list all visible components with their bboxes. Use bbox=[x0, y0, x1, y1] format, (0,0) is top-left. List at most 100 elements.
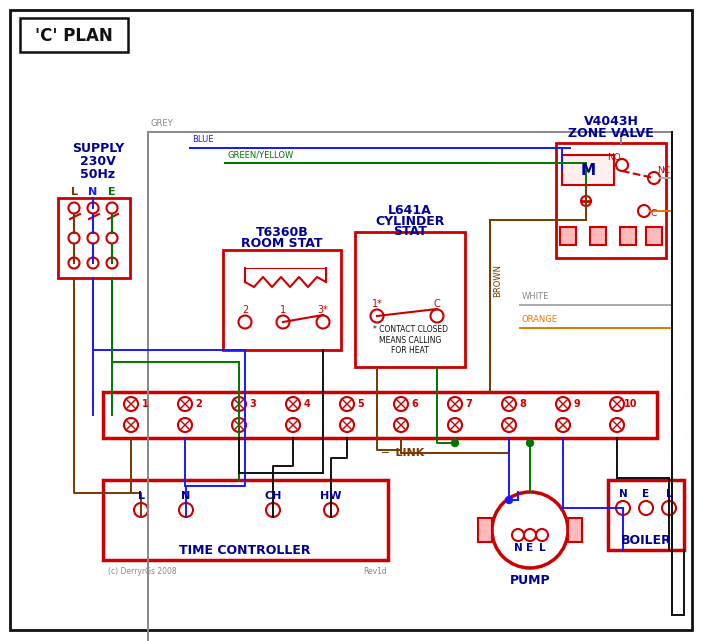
Text: 1*: 1* bbox=[371, 299, 383, 309]
Circle shape bbox=[88, 258, 98, 269]
Circle shape bbox=[124, 418, 138, 432]
Text: C: C bbox=[434, 299, 440, 309]
Circle shape bbox=[124, 397, 138, 411]
FancyBboxPatch shape bbox=[10, 10, 692, 630]
Circle shape bbox=[430, 310, 444, 322]
Text: N: N bbox=[618, 489, 628, 499]
FancyBboxPatch shape bbox=[646, 227, 662, 245]
Circle shape bbox=[610, 397, 624, 411]
Circle shape bbox=[88, 233, 98, 244]
Circle shape bbox=[277, 315, 289, 328]
Circle shape bbox=[179, 503, 193, 517]
Text: PUMP: PUMP bbox=[510, 574, 550, 588]
FancyBboxPatch shape bbox=[478, 518, 492, 542]
FancyBboxPatch shape bbox=[562, 155, 614, 185]
Text: BLUE: BLUE bbox=[192, 135, 213, 144]
Circle shape bbox=[394, 418, 408, 432]
Text: 7: 7 bbox=[465, 399, 472, 409]
Text: L641A: L641A bbox=[388, 203, 432, 217]
Text: GREY: GREY bbox=[150, 119, 173, 128]
Circle shape bbox=[524, 529, 536, 541]
Circle shape bbox=[556, 418, 570, 432]
Circle shape bbox=[107, 233, 117, 244]
Circle shape bbox=[451, 440, 458, 447]
Circle shape bbox=[232, 418, 246, 432]
Circle shape bbox=[69, 233, 79, 244]
Text: ORANGE: ORANGE bbox=[522, 315, 558, 324]
Text: T6360B: T6360B bbox=[256, 226, 308, 238]
Circle shape bbox=[394, 397, 408, 411]
Text: Rev1d: Rev1d bbox=[363, 567, 387, 576]
Circle shape bbox=[317, 315, 329, 328]
Circle shape bbox=[502, 418, 516, 432]
Circle shape bbox=[340, 418, 354, 432]
Text: SUPPLY: SUPPLY bbox=[72, 142, 124, 154]
Circle shape bbox=[371, 310, 383, 322]
Circle shape bbox=[107, 258, 117, 269]
Text: E: E bbox=[526, 543, 534, 553]
Circle shape bbox=[286, 397, 300, 411]
Circle shape bbox=[286, 418, 300, 432]
Circle shape bbox=[638, 205, 650, 217]
Circle shape bbox=[324, 503, 338, 517]
Circle shape bbox=[134, 503, 148, 517]
Circle shape bbox=[239, 315, 251, 328]
Text: 'C' PLAN: 'C' PLAN bbox=[35, 27, 113, 45]
FancyBboxPatch shape bbox=[608, 480, 684, 550]
Text: * CONTACT CLOSED
MEANS CALLING
FOR HEAT: * CONTACT CLOSED MEANS CALLING FOR HEAT bbox=[373, 325, 447, 355]
Circle shape bbox=[536, 529, 548, 541]
Circle shape bbox=[69, 203, 79, 213]
Text: CH: CH bbox=[265, 491, 282, 501]
Text: 9: 9 bbox=[574, 399, 581, 409]
Text: E: E bbox=[108, 187, 116, 197]
Circle shape bbox=[502, 397, 516, 411]
Text: 3: 3 bbox=[250, 399, 256, 409]
Text: N: N bbox=[181, 491, 191, 501]
Text: 10: 10 bbox=[624, 399, 637, 409]
FancyBboxPatch shape bbox=[20, 18, 128, 52]
Circle shape bbox=[526, 440, 534, 447]
Circle shape bbox=[639, 501, 653, 515]
Circle shape bbox=[340, 397, 354, 411]
FancyBboxPatch shape bbox=[223, 250, 341, 350]
FancyBboxPatch shape bbox=[568, 518, 582, 542]
Text: 5: 5 bbox=[357, 399, 364, 409]
Text: L: L bbox=[70, 187, 77, 197]
Text: BROWN: BROWN bbox=[493, 263, 502, 297]
Text: TIME CONTROLLER: TIME CONTROLLER bbox=[179, 544, 311, 556]
Text: 6: 6 bbox=[411, 399, 418, 409]
Text: NC: NC bbox=[658, 165, 670, 174]
Circle shape bbox=[616, 159, 628, 171]
FancyBboxPatch shape bbox=[556, 143, 666, 258]
Text: NO: NO bbox=[607, 153, 621, 162]
Circle shape bbox=[610, 418, 624, 432]
Text: C: C bbox=[651, 208, 657, 217]
FancyBboxPatch shape bbox=[103, 480, 388, 560]
Text: 3*: 3* bbox=[317, 305, 329, 315]
Text: N: N bbox=[88, 187, 98, 197]
Text: (c) DerryrGs 2008: (c) DerryrGs 2008 bbox=[108, 567, 177, 576]
FancyBboxPatch shape bbox=[103, 392, 657, 438]
Circle shape bbox=[232, 397, 246, 411]
Text: V4043H: V4043H bbox=[583, 115, 638, 128]
Text: BOILER: BOILER bbox=[621, 533, 671, 547]
Text: 230V: 230V bbox=[80, 154, 116, 167]
Circle shape bbox=[648, 172, 660, 184]
Text: E: E bbox=[642, 489, 649, 499]
Text: N: N bbox=[514, 543, 522, 553]
Text: ROOM STAT: ROOM STAT bbox=[241, 237, 323, 249]
Text: 2: 2 bbox=[242, 305, 248, 315]
FancyBboxPatch shape bbox=[355, 232, 465, 367]
Circle shape bbox=[581, 196, 591, 206]
Circle shape bbox=[505, 497, 512, 503]
Circle shape bbox=[492, 492, 568, 568]
Text: CYLINDER: CYLINDER bbox=[376, 215, 444, 228]
Circle shape bbox=[448, 397, 462, 411]
Circle shape bbox=[69, 258, 79, 269]
FancyBboxPatch shape bbox=[560, 227, 576, 245]
Text: HW: HW bbox=[320, 491, 342, 501]
Text: L: L bbox=[138, 491, 145, 501]
Circle shape bbox=[266, 503, 280, 517]
Text: WHITE: WHITE bbox=[522, 292, 550, 301]
FancyBboxPatch shape bbox=[590, 227, 606, 245]
